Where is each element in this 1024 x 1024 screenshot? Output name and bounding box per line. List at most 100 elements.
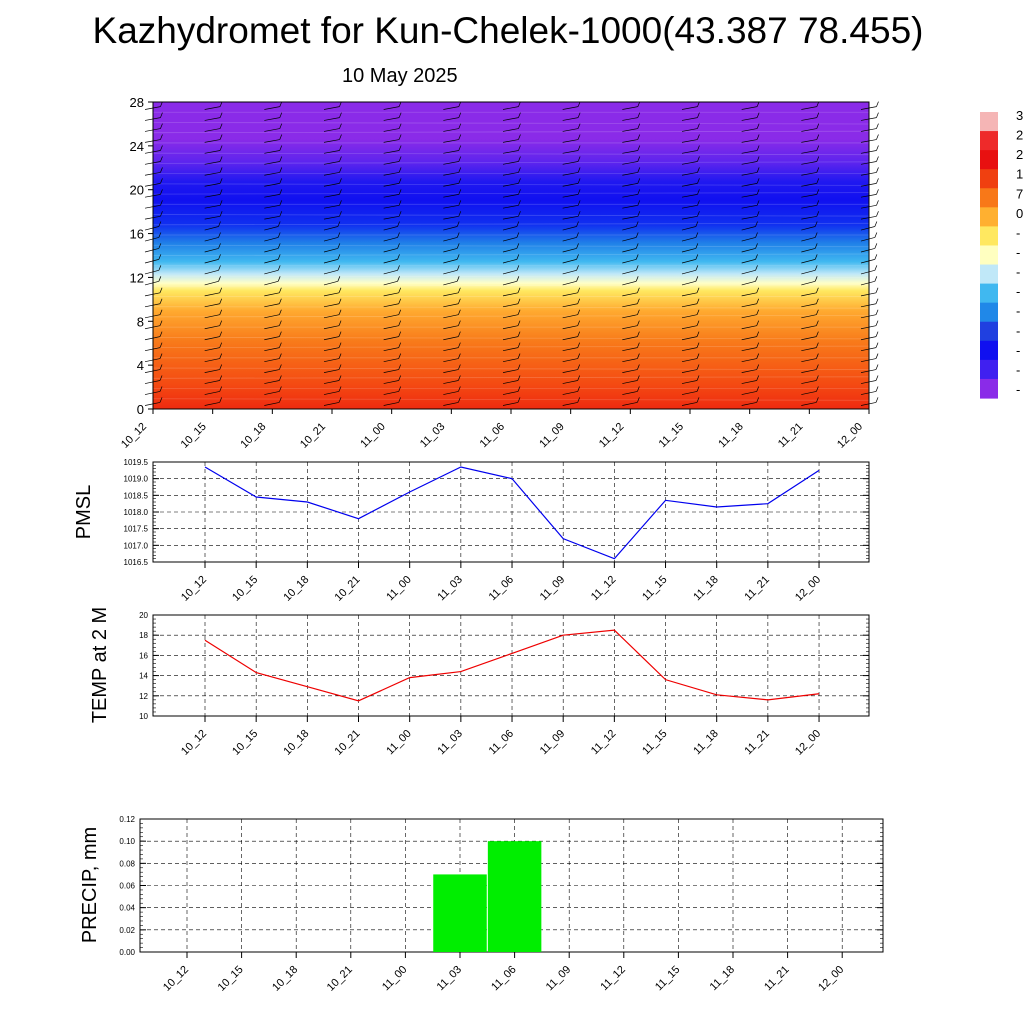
wind-barb [622, 380, 638, 384]
wind-barb [741, 314, 757, 319]
wind-barb [502, 128, 519, 132]
wind-barb-flag [158, 232, 162, 238]
wind-barb [264, 237, 279, 242]
colorbar-label: - [1016, 225, 1020, 240]
wind-barb [323, 259, 338, 264]
wind-barb-flag [517, 342, 521, 348]
colorbar-swatch [980, 245, 998, 266]
wind-barb-flag [695, 243, 699, 249]
colorbar-legend: 3 2 2 1 7 0 - - - - - - - - - [980, 108, 1023, 399]
contour-line [152, 275, 870, 278]
wind-barb-flag [576, 243, 579, 249]
wind-barb [801, 204, 817, 209]
wind-barb-flag [398, 320, 402, 326]
wind-barb [681, 194, 698, 198]
wind-barb [204, 161, 221, 165]
wind-barb [323, 226, 338, 231]
wind-barb [622, 161, 638, 165]
wind-barb [264, 248, 279, 253]
wind-barb-flag [816, 309, 819, 315]
wind-barb-flag [397, 221, 400, 227]
wind-barb [562, 248, 577, 253]
wind-barb [443, 139, 459, 143]
page-title: Kazhydromet for Kun-Chelek-1000(43.387 7… [92, 10, 924, 51]
wind-barb-flag [637, 287, 640, 293]
wind-barb-flag [756, 123, 760, 129]
x-tick-label: 10_12 [179, 574, 209, 604]
wind-barb [562, 215, 579, 220]
wind-barb [681, 172, 698, 176]
wind-barb [323, 347, 340, 352]
wind-barb-flag [398, 156, 402, 162]
wind-barb-flag [637, 320, 640, 326]
wind-barb-flag [458, 123, 462, 129]
wind-barb-flag [517, 331, 521, 337]
wind-barb-flag [696, 353, 700, 359]
wind-barb [204, 303, 220, 308]
x-tick-label: 11_12 [589, 728, 619, 758]
wind-barb-flag [456, 254, 460, 260]
wind-barb-flag [277, 221, 281, 227]
wind-barb [443, 280, 458, 286]
wind-barb [443, 369, 459, 373]
colorbar-label: - [1016, 323, 1020, 338]
wind-barb-flag [398, 364, 402, 370]
wind-barb [502, 303, 519, 308]
x-tick-label: 11_21 [742, 574, 772, 604]
wind-barb-flag [755, 232, 758, 238]
wind-barb-flag [337, 243, 341, 249]
wind-barb [443, 325, 459, 330]
wind-barb [443, 380, 459, 384]
wind-barb [622, 358, 638, 363]
wind-barb [204, 402, 220, 406]
wind-barb-flag [339, 112, 342, 118]
wind-barb [622, 248, 637, 253]
wind-barb [860, 280, 875, 286]
wind-barb [622, 183, 638, 187]
wind-barb-flag [279, 353, 282, 359]
wind-barb-flag [219, 178, 223, 184]
wind-barb-flag [398, 167, 402, 173]
wind-barb [443, 106, 459, 110]
wind-barb [204, 226, 219, 231]
wind-barb-flag [279, 123, 283, 129]
wind-barb [204, 325, 220, 330]
colorbar-swatch [980, 302, 998, 323]
wind-barb [801, 402, 817, 406]
wind-barb [264, 106, 280, 110]
wind-barb [502, 380, 519, 384]
wind-barb-flag [219, 342, 223, 348]
wind-barb [681, 280, 696, 286]
wind-barb-flag [219, 375, 223, 381]
wind-barb [204, 237, 219, 242]
wind-barb-flag [756, 200, 760, 206]
y-tick-label: 1018.0 [124, 508, 149, 517]
wind-barb [622, 280, 637, 286]
wind-barb-flag [279, 342, 282, 348]
wind-barb [562, 194, 579, 198]
wind-barb-flag [696, 298, 700, 304]
wind-barb [741, 161, 758, 165]
wind-barb-flag [159, 375, 163, 381]
wind-barb-flag [876, 156, 879, 162]
wind-barb [323, 402, 340, 406]
wind-barb [443, 303, 459, 308]
wind-barb-flag [816, 167, 820, 173]
colorbar-label: 7 [1016, 186, 1023, 201]
wind-barb-flag [160, 134, 163, 140]
wind-barb-flag [755, 276, 758, 282]
wind-barb-flag [158, 221, 162, 227]
y-tick-label: 0.12 [119, 815, 135, 824]
wind-barb-flag [756, 309, 760, 315]
wind-barb [443, 183, 459, 187]
wind-barb-flag [458, 156, 462, 162]
wind-barb-flag [875, 386, 879, 392]
contour-line [152, 222, 870, 226]
wind-barb [502, 248, 517, 253]
x-tick-label: 11_00 [384, 574, 414, 604]
wind-barb-flag [458, 145, 462, 151]
wind-barb [443, 292, 459, 297]
y-tick-label: 10 [139, 712, 148, 721]
wind-barb-flag [279, 397, 282, 403]
wind-barb [383, 280, 398, 286]
